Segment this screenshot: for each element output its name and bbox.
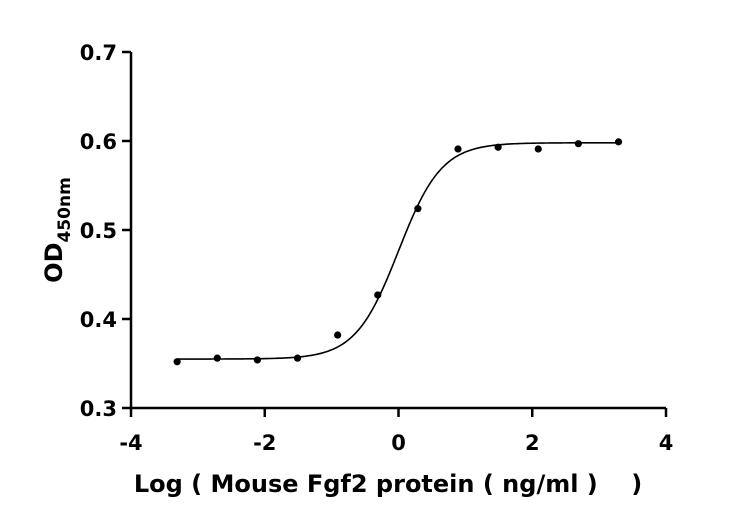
data-point [534, 145, 542, 153]
y-axis-title: OD450nm [40, 177, 75, 283]
data-point [574, 140, 582, 148]
y-tick-label: 0.3 [80, 397, 117, 421]
fit-curve [177, 141, 619, 360]
y-axis-title-subscript: 450nm [55, 177, 75, 242]
data-point [494, 143, 502, 151]
y-ticks: 0.3 0.4 0.5 0.6 0.7 [80, 41, 131, 421]
y-axis-title-main: OD [40, 242, 68, 282]
data-point [213, 354, 221, 362]
data-point [614, 138, 623, 146]
x-tick-label: 2 [525, 431, 540, 455]
data-point [173, 358, 181, 366]
data-point [414, 205, 422, 213]
x-ticks: -4 -2 0 2 4 [119, 408, 673, 455]
y-axis: 0.3 0.4 0.5 0.6 0.7 [80, 41, 133, 421]
x-axis-title: Log ( Mouse Fgf2 protein ( ng/ml ) ) [134, 470, 642, 498]
x-tick-label: 0 [391, 431, 406, 455]
data-point [454, 145, 462, 153]
y-tick-label: 0.4 [80, 308, 117, 332]
data-point [253, 356, 261, 364]
data-point [374, 291, 382, 299]
x-tick-label: -4 [119, 431, 142, 455]
x-tick-label: -2 [253, 431, 276, 455]
x-axis: -4 -2 0 2 4 [119, 406, 673, 455]
y-tick-label: 0.5 [80, 219, 117, 243]
data-point [334, 331, 342, 339]
data-point [293, 354, 302, 362]
data-points [173, 138, 623, 366]
y-tick-label: 0.6 [80, 130, 117, 154]
x-tick-label: 4 [659, 431, 674, 455]
y-tick-label: 0.7 [80, 41, 117, 65]
